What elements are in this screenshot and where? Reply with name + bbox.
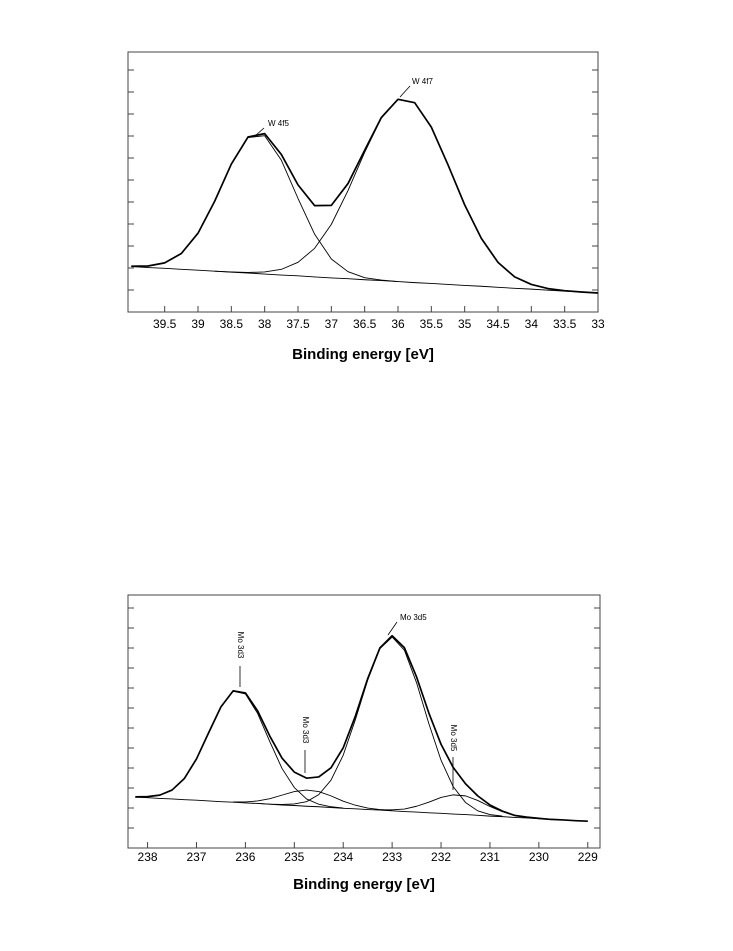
x-tick-label: 232 bbox=[431, 850, 451, 864]
x-tick-label: 34.5 bbox=[486, 317, 510, 331]
component-line bbox=[257, 636, 503, 817]
x-tick-label: 39.5 bbox=[153, 317, 177, 331]
annotation-leader bbox=[399, 85, 411, 98]
x-tick-label: 36 bbox=[391, 317, 405, 331]
component-line bbox=[214, 98, 599, 294]
annotation: Mo 3d3 bbox=[301, 717, 310, 744]
x-tick-label: 230 bbox=[529, 850, 549, 864]
x-tick-label: 233 bbox=[382, 850, 402, 864]
x-tick-label: 231 bbox=[480, 850, 500, 864]
component-line bbox=[135, 796, 588, 822]
x-tick-label: 237 bbox=[186, 850, 206, 864]
component-line bbox=[233, 789, 393, 812]
x-tick-label: 36.5 bbox=[353, 317, 377, 331]
x-tick-label: 229 bbox=[578, 850, 598, 864]
annotation: W 4f5 bbox=[268, 119, 289, 128]
x-tick-label: 35.5 bbox=[420, 317, 444, 331]
x-tick-label: 238 bbox=[138, 850, 158, 864]
x-tick-label: 236 bbox=[235, 850, 255, 864]
x-tick-label: 38.5 bbox=[220, 317, 244, 331]
x-tick-label: 38 bbox=[258, 317, 272, 331]
x-tick-label: 37 bbox=[325, 317, 339, 331]
x-tick-label: 39 bbox=[191, 317, 205, 331]
x-axis-label: Binding energy [eV] bbox=[293, 876, 435, 893]
annotation: Mo 3d3 bbox=[236, 632, 245, 659]
x-tick-label: 33.5 bbox=[553, 317, 577, 331]
component-line bbox=[131, 266, 599, 294]
annotation: W 4f7 bbox=[412, 77, 433, 86]
x-tick-label: 35 bbox=[458, 317, 472, 331]
x-tick-label: 234 bbox=[333, 850, 353, 864]
x-tick-label: 34 bbox=[525, 317, 539, 331]
annotation: Mo 3d5 bbox=[449, 725, 458, 752]
plot-frame bbox=[127, 594, 601, 849]
x-tick-label: 37.5 bbox=[286, 317, 310, 331]
envelope-line bbox=[135, 634, 588, 823]
annotation-leader bbox=[254, 127, 265, 137]
x-axis-label: Binding energy [eV] bbox=[292, 346, 434, 363]
x-tick-label: 235 bbox=[284, 850, 304, 864]
annotation: Mo 3d5 bbox=[400, 613, 427, 622]
annotation-leader bbox=[387, 621, 398, 636]
x-tick-label: 33 bbox=[591, 317, 605, 331]
envelope-line bbox=[131, 98, 599, 294]
plot-frame bbox=[127, 51, 599, 313]
